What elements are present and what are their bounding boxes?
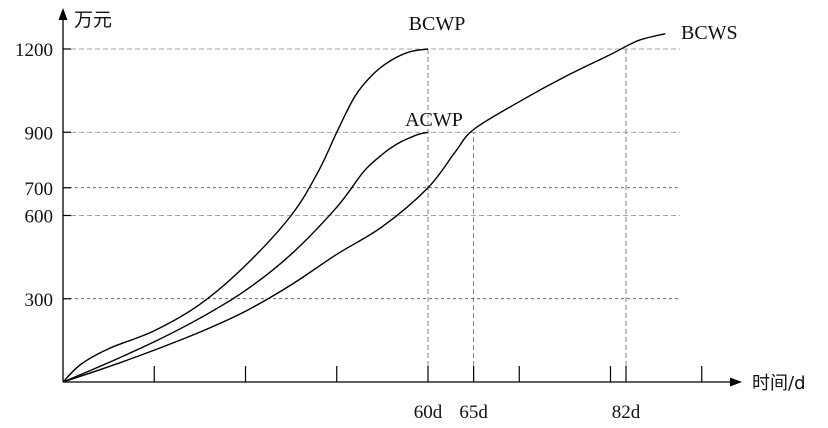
series-curves [62,33,666,383]
y-tick-label-700: 700 [25,179,54,200]
y-tick-label-300: 300 [25,290,54,311]
y-axis-arrow [58,8,68,20]
curve-acwp [62,131,429,383]
y-tick-label-1200: 1200 [15,40,53,61]
axes: 万元 时间/d [58,8,806,394]
y-tick-label-600: 600 [25,207,54,228]
curve-bcwp [62,48,429,383]
y-axis-title: 万元 [74,9,112,31]
axis-ticks: 300 600 700 900 1200 60d 65d 82d [15,40,703,423]
reference-gridlines [63,48,680,382]
series-label-acwp: ACWP [405,109,463,131]
x-tick-label-60d: 60d [414,402,443,423]
x-tick-label-82d: 82d [612,402,641,423]
curve-bcws [62,33,666,383]
series-labels: BCWP ACWP BCWS [405,13,738,131]
x-axis-arrow [730,377,742,387]
y-tick-label-900: 900 [25,123,54,144]
series-label-bcws: BCWS [681,22,738,44]
series-label-bcwp: BCWP [409,13,466,35]
x-tick-label-65d: 65d [459,402,488,423]
x-axis-title: 时间/d [752,373,806,394]
